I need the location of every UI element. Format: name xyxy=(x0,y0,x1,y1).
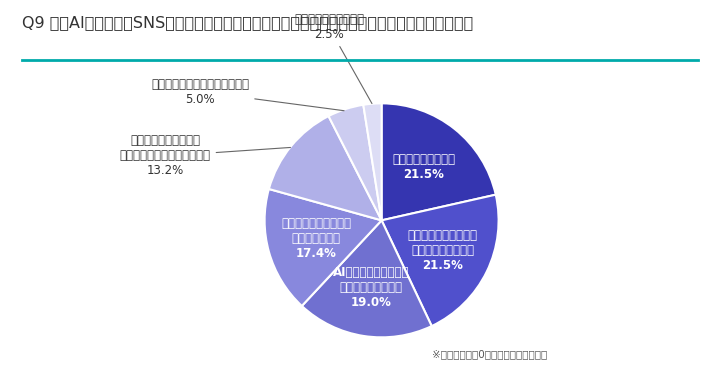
Text: ※「その他」は0％の回答となりました: ※「その他」は0％の回答となりました xyxy=(432,349,547,359)
Wedge shape xyxy=(302,220,432,337)
Text: 最終的な品質の確認
21.5%: 最終的な品質の確認 21.5% xyxy=(392,153,456,181)
Text: ブランドのビジョン・
価値観に沿っているかの確認
13.2%: ブランドのビジョン・ 価値観に沿っているかの確認 13.2% xyxy=(120,135,290,177)
Wedge shape xyxy=(269,116,382,220)
Wedge shape xyxy=(328,105,382,220)
Text: 著作権や肖像権を侵害
していないかの確認
21.5%: 著作権や肖像権を侵害 していないかの確認 21.5% xyxy=(408,229,477,272)
Wedge shape xyxy=(382,103,496,220)
Text: AIの学習データに含ま
れるバイアスの排除
19.0%: AIの学習データに含ま れるバイアスの排除 19.0% xyxy=(333,266,409,309)
Text: アカウント運用の方向性の決定
5.0%: アカウント運用の方向性の決定 5.0% xyxy=(151,78,344,111)
Text: Q9 生成AIを活用したSNSマーケティングで、最も人間の判断が重要だと思う作業はなんですか？: Q9 生成AIを活用したSNSマーケティングで、最も人間の判断が重要だと思う作業… xyxy=(22,16,473,30)
Wedge shape xyxy=(265,189,382,306)
Text: プライバシー保護など
の倫理的な判断
17.4%: プライバシー保護など の倫理的な判断 17.4% xyxy=(282,217,351,260)
Text: 特にない／わからない
2.5%: 特にない／わからない 2.5% xyxy=(294,13,372,104)
Wedge shape xyxy=(364,103,382,220)
Wedge shape xyxy=(382,195,498,326)
